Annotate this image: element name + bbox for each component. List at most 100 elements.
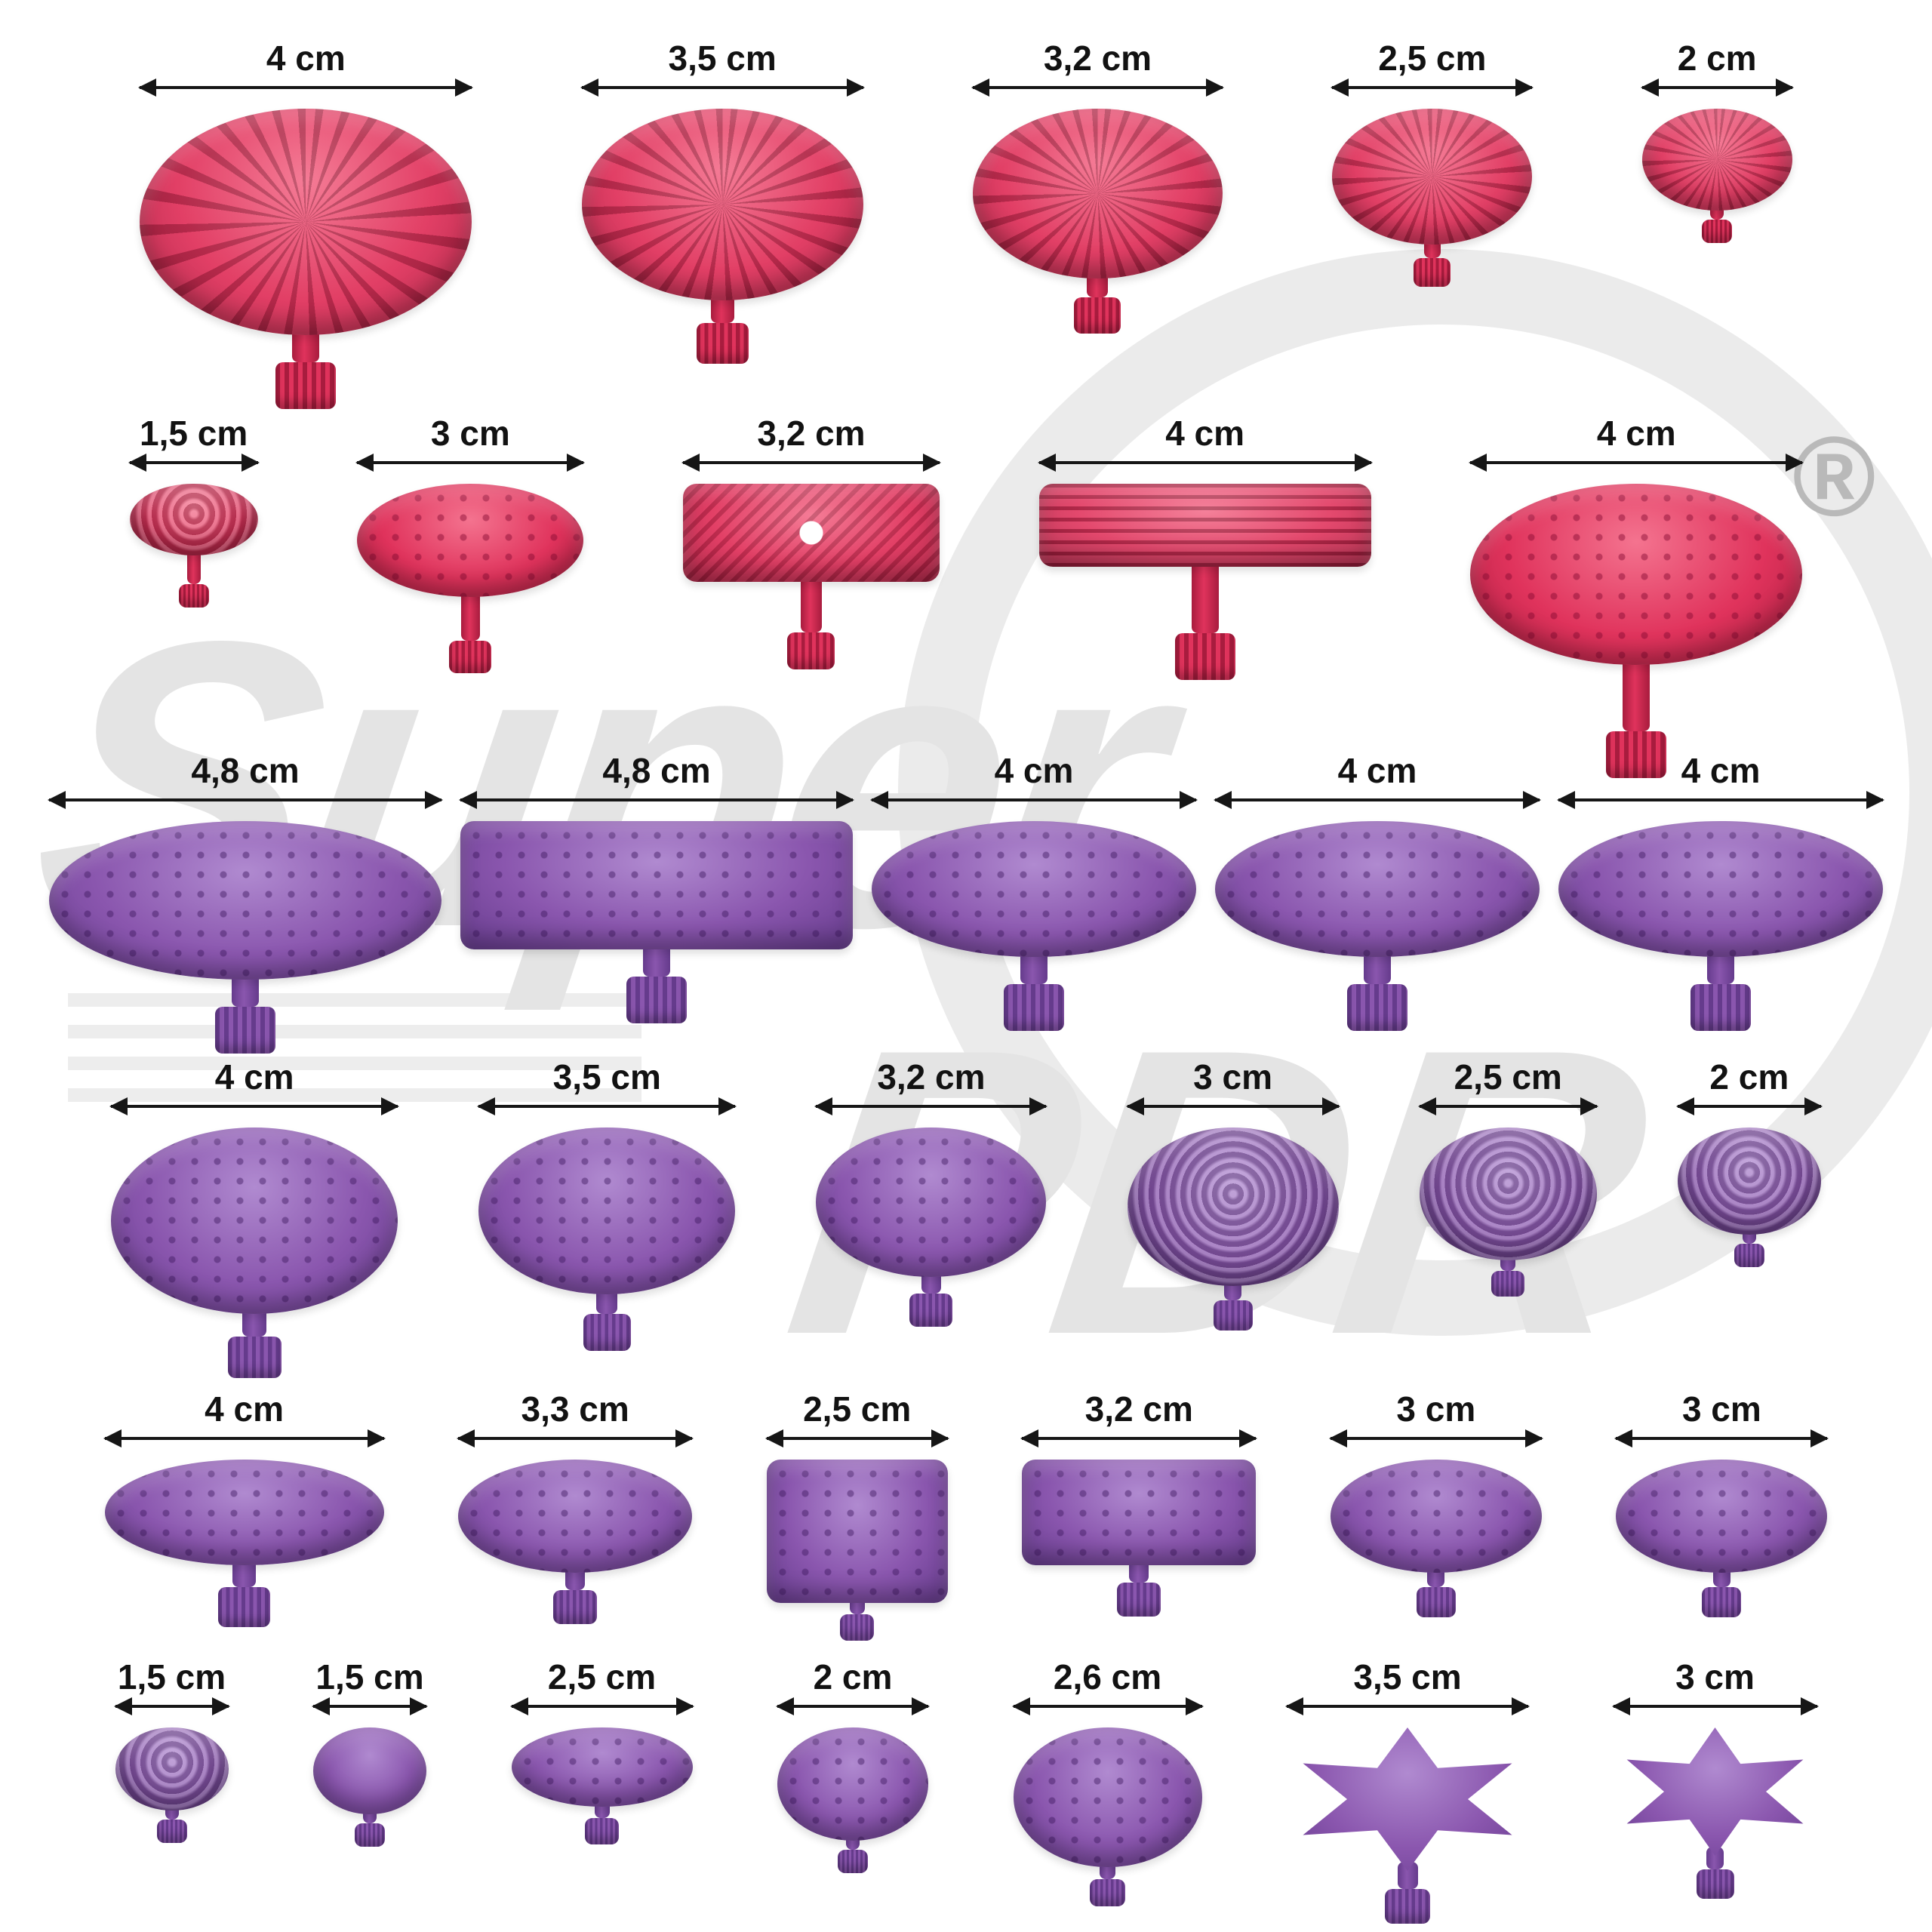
- measurement: 3 cm: [1328, 1389, 1543, 1460]
- measurement: 4,8 cm: [48, 750, 443, 821]
- measurement-arrow-icon: [109, 1097, 400, 1115]
- tab-stem: [215, 971, 275, 1054]
- measurement-arrow-icon: [509, 1697, 694, 1715]
- measurement: 2 cm: [1640, 38, 1794, 109]
- measurement-arrow-icon: [681, 454, 941, 472]
- measurement-label: 3 cm: [1681, 1389, 1761, 1429]
- measurement: 2,5 cm: [764, 1389, 949, 1460]
- tab-head: [1558, 821, 1883, 957]
- tab-stem-ribbed-base: [1213, 1300, 1253, 1331]
- tab-head: [1330, 1460, 1542, 1573]
- tab-head: [1419, 1128, 1597, 1260]
- tab-stem-ribbed-base: [838, 1850, 868, 1873]
- tab-stem-ribbed-base: [1117, 1583, 1161, 1617]
- measurement: 4 cm: [1557, 750, 1884, 821]
- measurement-arrow-icon: [103, 1429, 386, 1447]
- tab-item: 2,5 cm: [1331, 38, 1534, 287]
- measurement-arrow-icon: [459, 791, 854, 809]
- measurement-arrow-icon: [1611, 1697, 1819, 1715]
- measurement-label: 3 cm: [1675, 1657, 1755, 1697]
- tab-head: [1022, 1460, 1257, 1565]
- tab-head: [972, 109, 1223, 278]
- measurement-label: 4 cm: [1337, 751, 1417, 790]
- measurement-label: 2 cm: [813, 1657, 893, 1697]
- measurement: 4 cm: [103, 1389, 386, 1460]
- tab-stem-ribbed-base: [1734, 1244, 1764, 1267]
- measurement-arrow-icon: [128, 454, 260, 472]
- tab-item: 1,5 cm: [113, 1657, 230, 1843]
- measurement-label: 3,2 cm: [877, 1057, 986, 1097]
- measurement-label: 4 cm: [1165, 414, 1245, 453]
- measurement-arrow-icon: [870, 791, 1198, 809]
- tab-head: [1616, 1460, 1828, 1573]
- tab-head: [1127, 1128, 1339, 1286]
- tab-head: [816, 1128, 1047, 1277]
- measurement: 3 cm: [1611, 1657, 1819, 1727]
- measurement-label: 4 cm: [1596, 414, 1676, 453]
- measurement-arrow-icon: [477, 1097, 737, 1115]
- measurement: 3,5 cm: [477, 1057, 737, 1128]
- measurement-label: 1,5 cm: [315, 1657, 424, 1697]
- tab-head: [766, 1460, 948, 1603]
- measurement: 1,5 cm: [128, 413, 260, 484]
- tab-stem: [218, 1556, 271, 1627]
- tab-item: 4 cm: [1469, 413, 1804, 778]
- measurement-label: 2,5 cm: [1378, 38, 1487, 78]
- measurement-arrow-icon: [1614, 1429, 1829, 1447]
- tab-stem: [1702, 1564, 1742, 1617]
- tab-stem-ribbed-base: [1347, 984, 1407, 1031]
- tab-row: 1,5 cm 1,5 cm 2,5 cm 2 cm 2,6 cm 3,5 cm 3 cm: [0, 1657, 1932, 1924]
- tab-stem: [1606, 656, 1667, 778]
- measurement-arrow-icon: [1417, 1097, 1598, 1115]
- measurement: 2,5 cm: [509, 1657, 694, 1727]
- measurement-arrow-icon: [1125, 1097, 1340, 1115]
- tab-item: 2,5 cm: [509, 1657, 694, 1844]
- tab-stem-neck: [1623, 656, 1651, 731]
- measurement-label: 3,5 cm: [668, 38, 777, 78]
- measurement-label: 4,8 cm: [602, 751, 711, 790]
- tab-head: [460, 821, 853, 949]
- measurement: 3,2 cm: [681, 413, 941, 484]
- tab-stem-neck: [1706, 1847, 1724, 1869]
- measurement-arrow-icon: [971, 78, 1224, 97]
- measurement-label: 2,5 cm: [547, 1657, 657, 1697]
- tab-item: 3 cm: [355, 413, 586, 673]
- measurement-arrow-icon: [113, 1697, 230, 1715]
- tab-stem: [178, 546, 209, 608]
- tab-head: [111, 1128, 398, 1314]
- measurement-arrow-icon: [355, 454, 586, 472]
- tab-item: 3 cm: [1614, 1389, 1829, 1617]
- tab-head: [313, 1727, 426, 1814]
- measurement-label: 4,8 cm: [191, 751, 300, 790]
- tab-stem-ribbed-base: [1416, 1587, 1456, 1617]
- tab-item: 2,5 cm: [1417, 1057, 1598, 1297]
- tab-row: 1,5 cm 3 cm 3,2 cm 4 cm 4 cm: [0, 413, 1932, 778]
- tab-stem-ribbed-base: [909, 1294, 953, 1327]
- tab-item: 3,3 cm: [457, 1389, 694, 1624]
- measurement-label: 3 cm: [1193, 1057, 1272, 1097]
- tab-stem: [553, 1564, 598, 1624]
- tab-stem-ribbed-base: [227, 1337, 281, 1378]
- measurement-arrow-icon: [1331, 78, 1534, 97]
- tab-head: [129, 484, 258, 555]
- tab-row: 4 cm 3,5 cm 3,2 cm 3 cm 2,5 cm 2 cm: [0, 1057, 1932, 1378]
- measurement: 3 cm: [1614, 1389, 1829, 1460]
- measurement: 2 cm: [776, 1657, 930, 1727]
- tab-stem: [696, 291, 749, 364]
- measurement-label: 2,6 cm: [1053, 1657, 1162, 1697]
- measurement: 2 cm: [1675, 1057, 1823, 1128]
- measurement-arrow-icon: [1675, 1097, 1823, 1115]
- tab-stem-ribbed-base: [553, 1590, 598, 1624]
- tab-stem: [275, 326, 337, 409]
- measurement-arrow-icon: [1640, 78, 1794, 97]
- tab-stem: [787, 573, 835, 669]
- measurement-label: 4 cm: [994, 751, 1074, 790]
- tab-stem-ribbed-base: [1414, 258, 1451, 287]
- tab-item: 4 cm: [109, 1057, 400, 1378]
- measurement-arrow-icon: [1557, 791, 1884, 809]
- tab-stem-ribbed-base: [787, 632, 835, 669]
- tab-stem-ribbed-base: [583, 1314, 631, 1351]
- tab-stem: [227, 1305, 281, 1378]
- measurement-label: 3,5 cm: [552, 1057, 661, 1097]
